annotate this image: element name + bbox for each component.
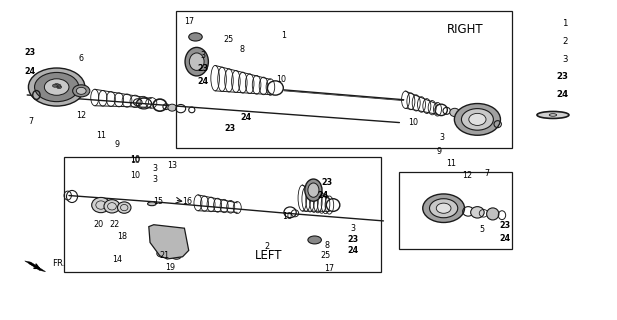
Ellipse shape [117, 202, 131, 213]
Text: 8: 8 [239, 45, 245, 54]
Text: 5: 5 [479, 225, 484, 234]
Text: 7: 7 [484, 169, 489, 178]
Ellipse shape [189, 33, 202, 41]
Ellipse shape [77, 87, 86, 94]
Ellipse shape [52, 84, 57, 87]
Text: LEFT: LEFT [255, 249, 283, 262]
Ellipse shape [462, 108, 494, 130]
Text: 23: 23 [556, 72, 568, 81]
Text: 2: 2 [264, 242, 269, 251]
Text: 25: 25 [223, 35, 234, 44]
Text: 23: 23 [321, 178, 333, 187]
Text: 3: 3 [440, 133, 445, 142]
Ellipse shape [54, 84, 59, 87]
Text: 17: 17 [184, 17, 194, 26]
Text: 10: 10 [276, 75, 286, 84]
Ellipse shape [308, 183, 319, 197]
Text: 23: 23 [347, 235, 358, 244]
Text: 24: 24 [347, 246, 358, 255]
Text: 14: 14 [112, 255, 122, 264]
Text: 3: 3 [152, 164, 157, 173]
Text: 24: 24 [500, 234, 511, 243]
Text: 10: 10 [130, 156, 140, 164]
Text: 11: 11 [96, 131, 107, 140]
Polygon shape [149, 225, 189, 259]
Text: 13: 13 [167, 161, 177, 170]
Text: 3: 3 [563, 55, 568, 64]
Text: 8: 8 [325, 241, 329, 250]
Ellipse shape [168, 104, 176, 111]
Text: 16: 16 [182, 197, 192, 206]
Text: 9: 9 [114, 140, 120, 149]
Ellipse shape [537, 111, 569, 118]
Ellipse shape [56, 84, 61, 87]
Text: 1: 1 [281, 31, 286, 40]
Ellipse shape [157, 250, 167, 257]
Text: 17: 17 [325, 264, 334, 273]
Ellipse shape [92, 197, 110, 213]
Text: 24: 24 [197, 77, 209, 86]
Ellipse shape [104, 200, 120, 213]
Ellipse shape [429, 199, 458, 218]
Text: 9: 9 [436, 147, 441, 156]
Text: 22: 22 [109, 220, 120, 229]
Text: 6: 6 [79, 54, 84, 63]
Ellipse shape [172, 252, 181, 259]
Text: 11: 11 [446, 159, 456, 168]
Text: 24: 24 [556, 91, 568, 100]
Ellipse shape [147, 202, 156, 206]
Ellipse shape [423, 194, 465, 222]
Text: 24: 24 [318, 191, 329, 200]
Text: 18: 18 [117, 232, 126, 241]
Text: 10: 10 [130, 171, 140, 180]
Text: 10: 10 [130, 155, 140, 164]
Text: 24: 24 [240, 113, 251, 122]
Text: 12: 12 [462, 172, 472, 180]
Ellipse shape [469, 113, 486, 125]
Ellipse shape [305, 179, 322, 201]
Text: 23: 23 [225, 124, 236, 133]
Ellipse shape [44, 79, 69, 95]
Ellipse shape [159, 229, 178, 246]
Text: 2: 2 [563, 36, 568, 45]
Text: 3: 3 [201, 51, 205, 60]
Text: 23: 23 [197, 63, 209, 73]
Ellipse shape [28, 68, 85, 106]
Ellipse shape [436, 203, 451, 213]
Text: 3: 3 [152, 174, 157, 184]
Text: 1: 1 [563, 19, 568, 28]
Ellipse shape [185, 47, 209, 76]
Text: 19: 19 [165, 263, 175, 272]
Text: 23: 23 [24, 48, 35, 57]
Ellipse shape [454, 104, 500, 135]
Ellipse shape [35, 72, 79, 102]
Text: 10: 10 [408, 118, 418, 127]
Text: 25: 25 [321, 251, 331, 260]
Polygon shape [25, 261, 46, 272]
Ellipse shape [73, 85, 90, 97]
Ellipse shape [189, 53, 204, 70]
Text: 23: 23 [500, 221, 511, 230]
Ellipse shape [487, 208, 499, 220]
Text: 3: 3 [350, 224, 355, 233]
Text: RIGHT: RIGHT [447, 23, 484, 36]
Text: 20: 20 [93, 220, 104, 229]
Text: 10: 10 [283, 212, 292, 221]
Ellipse shape [308, 236, 321, 244]
Ellipse shape [163, 233, 174, 243]
Text: 21: 21 [159, 251, 169, 260]
Ellipse shape [57, 85, 62, 89]
Text: 12: 12 [76, 111, 86, 120]
Text: 15: 15 [154, 197, 164, 206]
Ellipse shape [471, 207, 484, 218]
Text: 7: 7 [28, 117, 33, 126]
Text: FR.: FR. [52, 259, 65, 268]
Text: 24: 24 [24, 67, 35, 76]
Ellipse shape [450, 108, 460, 116]
